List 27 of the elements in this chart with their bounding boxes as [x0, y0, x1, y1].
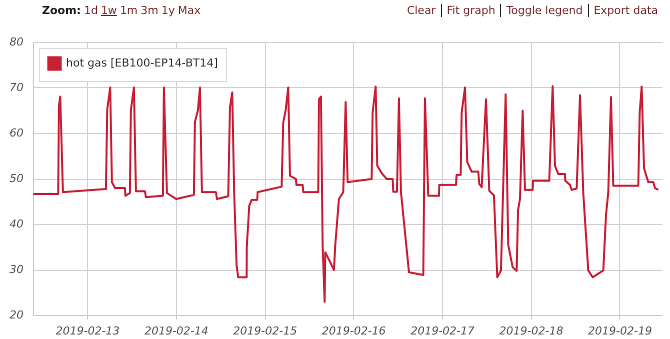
x-tick-label: 2019-02-19 [588, 324, 652, 338]
text: 1y [161, 4, 175, 17]
text: Fit graph [442, 4, 502, 17]
x-tick-label: 2019-02-14 [144, 324, 208, 338]
legend-label: hot gas [EB100-EP14-BT14] [66, 56, 218, 70]
text: 1m [120, 4, 138, 17]
x-tick-label: 2019-02-16 [322, 324, 386, 338]
y-tick-label: 40 [10, 218, 24, 230]
line-series [33, 85, 660, 303]
y-tick-label: 70 [10, 81, 24, 94]
y-tick-label: 80 [10, 36, 24, 48]
x-tick-label: 2019-02-13 [56, 324, 120, 338]
text: Zoom: [42, 4, 81, 17]
text: 3m [140, 4, 158, 17]
x-tick-label: 2019-02-15 [233, 324, 298, 338]
x-tick-label: 2019-02-17 [410, 324, 475, 338]
y-tick-label: 60 [10, 126, 24, 140]
text: Export data [592, 4, 658, 17]
text: Clear [402, 4, 442, 17]
text: Max [178, 4, 201, 17]
y-tick-label: 30 [10, 263, 24, 276]
y-tick-label: 20 [10, 308, 24, 322]
text: Toggle legend [501, 4, 589, 17]
y-tick-label: 50 [10, 172, 24, 185]
text: 1d [84, 4, 98, 17]
x-tick-label: 2019-02-18 [499, 324, 564, 338]
text: 1w [100, 4, 117, 17]
